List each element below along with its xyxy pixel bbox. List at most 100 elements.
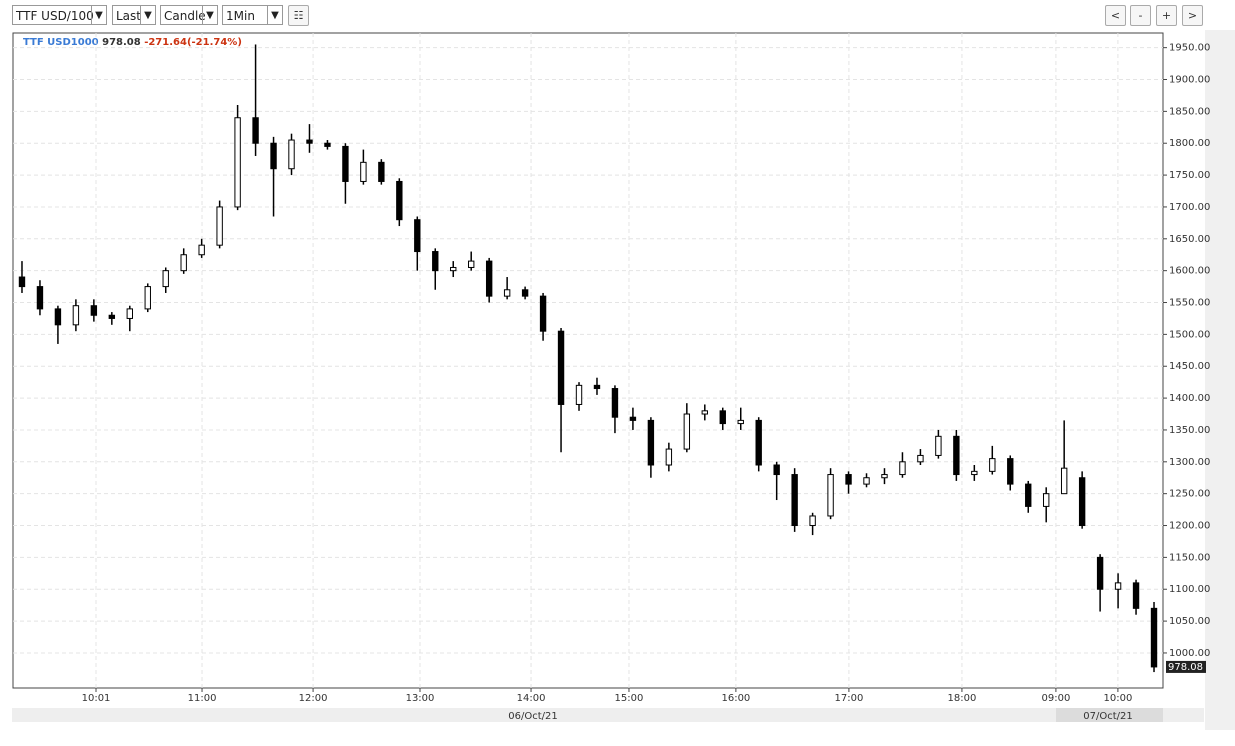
candle-body xyxy=(54,308,62,326)
candle-body xyxy=(845,474,852,485)
candle-body xyxy=(234,117,241,208)
candle-body xyxy=(683,413,691,450)
candle-body xyxy=(881,474,888,479)
candle-body xyxy=(719,410,726,425)
plot-area xyxy=(12,32,1164,689)
candle-body xyxy=(1114,582,1122,590)
y-tick-label: 1150.00 xyxy=(1169,552,1210,563)
y-tick-label: 1550.00 xyxy=(1169,298,1210,309)
last-price-label: 978.08 xyxy=(1168,662,1203,673)
y-tick-label: 1100.00 xyxy=(1169,584,1210,595)
candle-body xyxy=(971,470,978,476)
zoom-in[interactable]: + xyxy=(1156,5,1177,26)
candle-body xyxy=(378,161,385,182)
x-tick-label: 17:00 xyxy=(834,693,863,704)
y-tick-label: 1000.00 xyxy=(1169,648,1210,659)
candle-body xyxy=(593,384,601,390)
candle-body xyxy=(432,251,439,272)
candle-body xyxy=(557,330,565,405)
candle-body xyxy=(575,384,583,405)
arrow: ▼ xyxy=(202,6,217,24)
x-tick-label: 11:00 xyxy=(188,693,217,704)
candle-body xyxy=(899,461,906,476)
x-tick-label: 10:01 xyxy=(82,693,111,704)
candle-body xyxy=(863,477,870,485)
candle-body xyxy=(1043,493,1050,507)
candle-body xyxy=(1025,483,1032,507)
style-select[interactable]: Candle ▼ xyxy=(160,5,218,25)
x-tick-label: 12:00 xyxy=(299,693,328,704)
candle-body xyxy=(665,448,673,466)
candle-body xyxy=(629,416,637,421)
y-tick-label: 1600.00 xyxy=(1169,266,1210,277)
symbol-select[interactable]: TTF USD/100 ▼ xyxy=(12,5,107,25)
y-tick-label: 1400.00 xyxy=(1169,393,1210,404)
header: TTF USD1000 978.08 -271.64(-21.74%) xyxy=(23,37,242,48)
candle-body xyxy=(485,260,493,297)
scroll-right[interactable]: > xyxy=(1182,5,1203,26)
field-select[interactable]: Last ▼ xyxy=(112,5,156,25)
y-tick-label: 1300.00 xyxy=(1169,457,1210,468)
change: -271.64(-21.74%) xyxy=(144,37,242,48)
zoom-out[interactable]: - xyxy=(1130,5,1151,26)
x-tick-label: 14:00 xyxy=(517,693,546,704)
candle-body xyxy=(917,454,924,463)
y-tick-label: 1800.00 xyxy=(1169,138,1210,149)
candle-body xyxy=(1007,458,1014,485)
style: Candle xyxy=(164,9,206,23)
candle-body xyxy=(270,142,277,170)
arrow: ▼ xyxy=(140,6,155,24)
candle-body xyxy=(755,419,762,466)
candle-body xyxy=(306,139,313,144)
y-tick-label: 1650.00 xyxy=(1169,234,1210,245)
candle-body xyxy=(450,266,457,272)
candle-body xyxy=(791,474,798,527)
candle-body xyxy=(396,180,403,221)
candle-body xyxy=(162,270,169,288)
date-label: 06/Oct/21 xyxy=(508,711,557,722)
interval-select[interactable]: 1Min ▼ xyxy=(222,5,283,25)
x-tick-label: 18:00 xyxy=(948,693,977,704)
candle-body xyxy=(953,435,960,476)
candle-body xyxy=(126,308,133,319)
y-tick-label: 1050.00 xyxy=(1169,616,1210,627)
candle-body xyxy=(252,117,259,144)
side-strip xyxy=(1205,30,1235,730)
candle-body xyxy=(809,515,816,527)
last-price: 978.08 xyxy=(102,37,141,48)
candle-body xyxy=(360,161,367,182)
candle-body xyxy=(521,289,529,297)
y-tick-label: 1450.00 xyxy=(1169,361,1210,372)
candle-body xyxy=(414,219,421,253)
candle-body xyxy=(36,286,44,310)
candle-body xyxy=(1078,477,1086,527)
candle-body xyxy=(18,276,26,288)
candle-body xyxy=(198,244,205,256)
x-tick-label: 10:00 xyxy=(1103,693,1132,704)
x-tick-label: 16:00 xyxy=(721,693,750,704)
candle-body xyxy=(144,286,151,310)
y-tick-label: 1750.00 xyxy=(1169,170,1210,181)
candle-body xyxy=(611,388,619,418)
y-tick-label: 1950.00 xyxy=(1169,43,1210,54)
settings-button[interactable]: ☷ xyxy=(288,5,309,26)
x-tick-label: 09:00 xyxy=(1041,693,1070,704)
candle-body xyxy=(701,410,708,415)
instrument: TTF USD1000 xyxy=(23,37,99,48)
candle-body xyxy=(1060,467,1068,495)
y-tick-label: 1200.00 xyxy=(1169,521,1210,532)
arrow: ▼ xyxy=(91,6,106,24)
date-highlight xyxy=(1056,708,1163,722)
candle-body xyxy=(342,145,349,182)
candle-body xyxy=(180,254,187,272)
candle-body xyxy=(1150,607,1158,668)
scroll-left[interactable]: < xyxy=(1105,5,1126,26)
candle-body xyxy=(989,458,996,472)
interval: 1Min xyxy=(226,9,255,23)
candle-body xyxy=(468,260,475,268)
candle-body xyxy=(827,474,834,517)
last-price-tag xyxy=(1166,660,1206,673)
arrow: ▼ xyxy=(267,6,282,24)
